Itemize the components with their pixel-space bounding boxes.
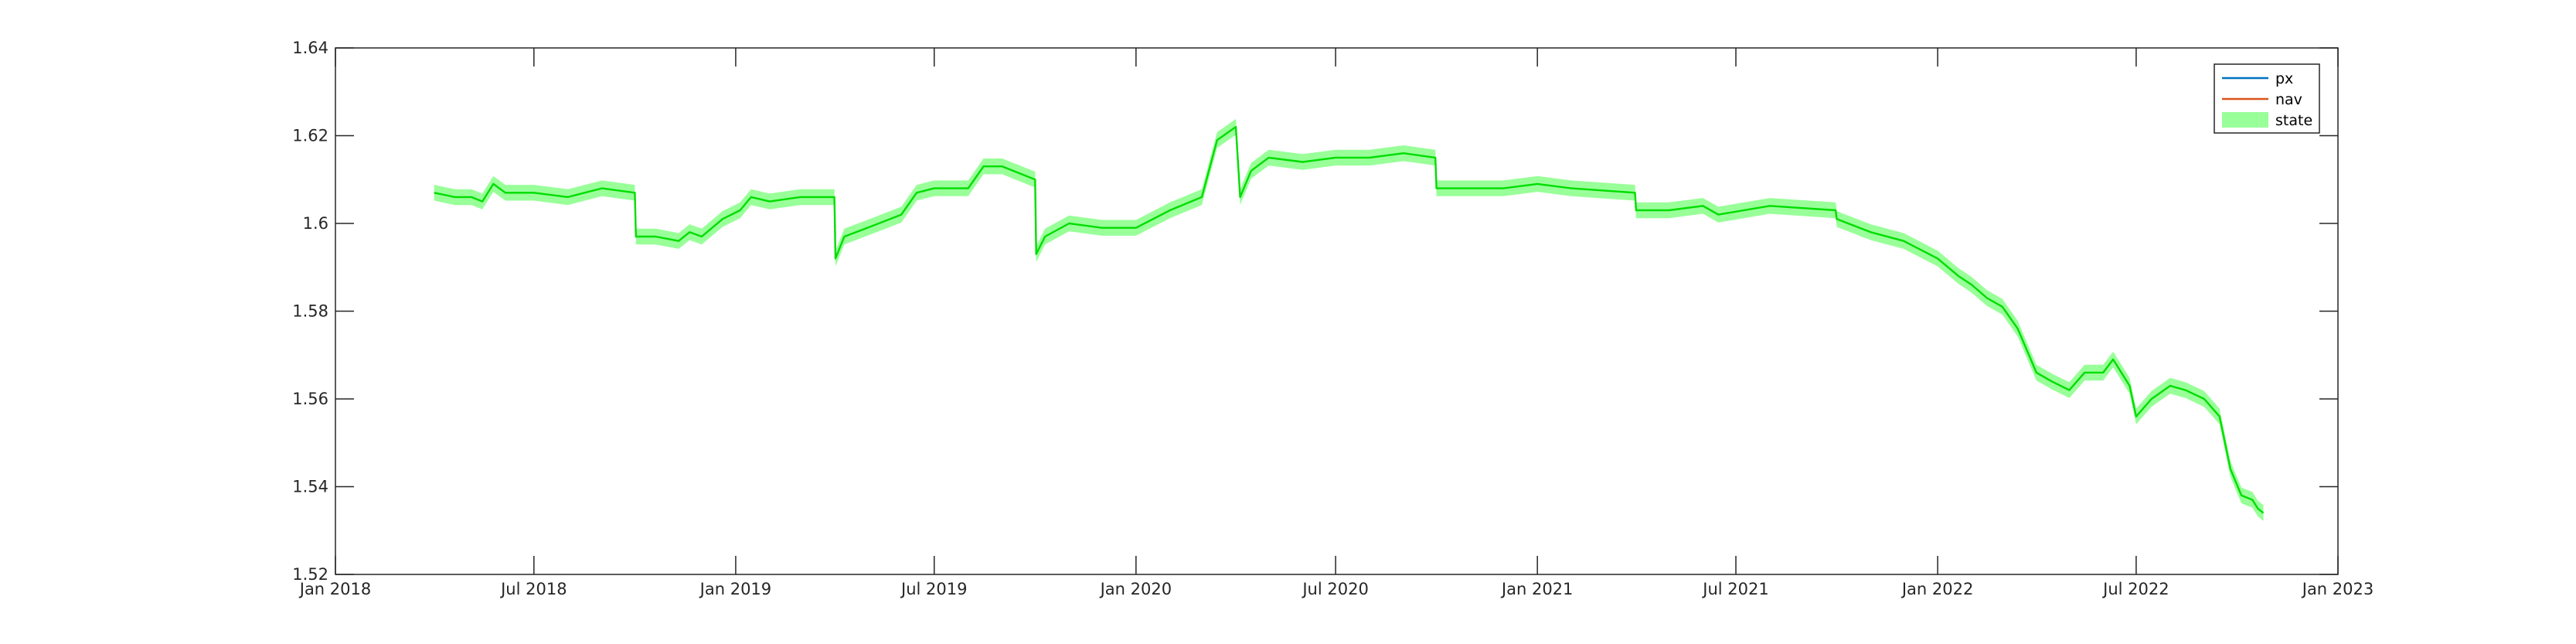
x-tick-label: Jul 2018: [499, 580, 567, 598]
plot-area: [335, 48, 2338, 574]
x-tick-label: Jan 2021: [1500, 580, 1574, 598]
y-tick-label: 1.58: [292, 302, 328, 321]
x-tick-label: Jan 2019: [699, 580, 772, 598]
y-tick-label: 1.52: [292, 565, 328, 584]
x-tick-label: Jul 2021: [1701, 580, 1768, 598]
legend-label-px: px: [2275, 70, 2293, 87]
y-tick-label: 1.62: [292, 127, 328, 145]
x-tick-label: Jul 2020: [1301, 580, 1368, 598]
y-tick-label: 1.54: [292, 478, 328, 496]
x-tick-label: Jul 2022: [2101, 580, 2169, 598]
line-layer: [434, 125, 2265, 514]
y-tick-label: 1.6: [303, 214, 328, 233]
legend-label-nav: nav: [2275, 91, 2302, 108]
x-tick-label: Jan 2020: [1099, 580, 1172, 598]
legend-swatch-state: [2222, 112, 2268, 128]
x-tick-label: Jul 2019: [900, 580, 967, 598]
band-layer: [434, 118, 2264, 521]
x-tick-label: Jan 2023: [2301, 580, 2374, 598]
state-band: [434, 118, 2264, 521]
x-tick-label: Jan 2022: [1901, 580, 1974, 598]
x-tick-label: Jan 2018: [298, 580, 372, 598]
plot-frame: [335, 47, 2339, 575]
ticks-layer: Jan 2018 Jul 2018 Jan 2019 Jul 2019 Jan 2020…: [292, 39, 2374, 598]
y-tick-label: 1.56: [292, 390, 328, 408]
state-line: [434, 125, 2265, 514]
y-tick-label: 1.64: [292, 39, 328, 57]
legend-label-state: state: [2275, 112, 2312, 129]
legend: px nav state: [2214, 63, 2320, 134]
